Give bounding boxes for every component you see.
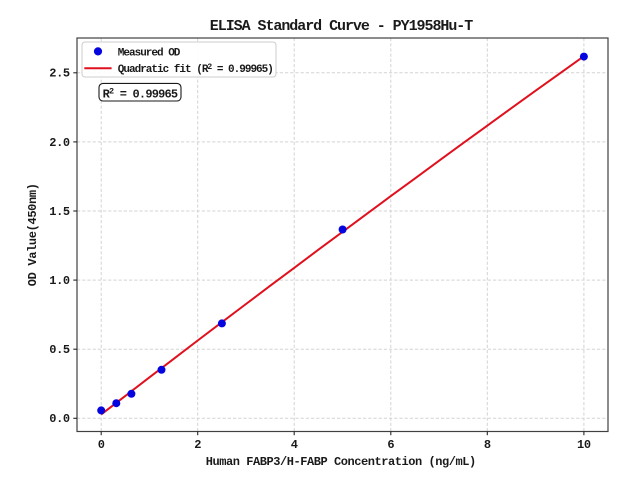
svg-text:OD Value(450nm): OD Value(450nm) xyxy=(26,183,40,286)
svg-text:2: 2 xyxy=(194,438,201,452)
svg-text:Human FABP3/H-FABP Concentrati: Human FABP3/H-FABP Concentration (ng/mL) xyxy=(206,455,476,469)
svg-text:4: 4 xyxy=(291,438,298,452)
svg-text:R2 = 0.99965: R2 = 0.99965 xyxy=(103,87,178,102)
svg-text:0: 0 xyxy=(98,438,105,452)
svg-text:ELISA Standard Curve - PY1958H: ELISA Standard Curve - PY1958Hu-T xyxy=(210,18,473,35)
svg-text:0.5: 0.5 xyxy=(49,343,70,357)
svg-text:1.5: 1.5 xyxy=(49,205,70,219)
svg-text:Quadratic fit (R2 = 0.99965): Quadratic fit (R2 = 0.99965) xyxy=(118,63,273,76)
svg-text:10: 10 xyxy=(577,438,591,452)
svg-text:Measured OD: Measured OD xyxy=(118,47,181,59)
svg-text:2.0: 2.0 xyxy=(49,136,70,150)
svg-text:8: 8 xyxy=(484,438,491,452)
svg-text:6: 6 xyxy=(387,438,394,452)
svg-text:0.0: 0.0 xyxy=(49,412,70,426)
svg-text:1.0: 1.0 xyxy=(49,274,70,288)
svg-text:2.5: 2.5 xyxy=(49,67,70,81)
